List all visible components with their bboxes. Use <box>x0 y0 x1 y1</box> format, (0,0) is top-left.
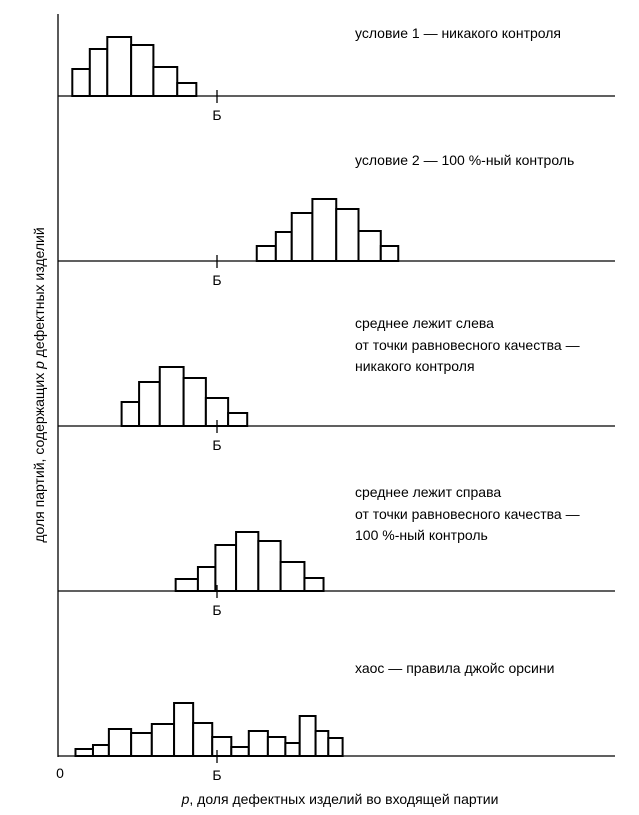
histogram-bar <box>158 366 185 427</box>
panel-title: от точки равновесного качества — <box>355 506 580 522</box>
histogram-bar <box>173 702 195 757</box>
histogram-bar <box>152 66 179 97</box>
histogram-bar <box>227 412 249 427</box>
histogram-bar <box>214 544 238 592</box>
histogram-bar <box>106 36 133 97</box>
histogram-bar <box>247 730 269 757</box>
breakeven-label: Б <box>212 602 221 618</box>
histogram-bar <box>379 245 400 262</box>
histogram-bar <box>335 208 360 262</box>
histogram-bar <box>284 742 301 757</box>
histogram-bar <box>298 715 317 757</box>
histogram-bar <box>196 566 217 592</box>
panel-title: хаос — правила джойс орсини <box>355 660 554 676</box>
histogram-bar <box>130 44 155 97</box>
histogram-bar <box>290 212 314 262</box>
histogram-bar <box>311 198 338 262</box>
panel-title: условие 1 — никакого контроля <box>355 25 561 41</box>
breakeven-label: Б <box>212 437 221 453</box>
histogram-bar <box>279 561 306 592</box>
histogram-bar <box>314 730 330 757</box>
panel-title: 100 %-ный контроль <box>355 527 488 543</box>
histogram-bar <box>266 736 287 757</box>
histogram-bar <box>255 245 277 262</box>
breakeven-label: Б <box>212 767 221 783</box>
panel-title: среднее лежит слева <box>355 315 494 331</box>
histogram-bar <box>138 381 161 427</box>
histogram-bar <box>107 728 133 757</box>
histogram-bar <box>120 401 141 427</box>
y-axis-label: доля партий, содержащих p дефектных изде… <box>31 227 47 542</box>
histogram-bar <box>257 540 282 592</box>
histogram-bar <box>174 578 199 592</box>
histogram-bar <box>235 531 260 592</box>
histogram-bar <box>130 732 153 757</box>
histogram-bar <box>74 748 94 757</box>
histogram-bar <box>327 737 344 757</box>
histogram-bar <box>303 577 325 592</box>
panel-title: от точки равновесного качества — <box>355 337 580 353</box>
x-tick-zero: 0 <box>56 765 64 781</box>
histogram-bar <box>192 722 214 757</box>
breakeven-label: Б <box>212 272 221 288</box>
panel-title: среднее лежит справа <box>355 484 501 500</box>
histogram-bar <box>230 746 250 757</box>
breakeven-label: Б <box>212 107 221 123</box>
histogram-bar <box>274 231 293 262</box>
x-axis-label: p, доля дефектных изделий во входящей па… <box>181 791 499 807</box>
histogram-bar <box>91 744 110 757</box>
histogram-bar <box>176 82 198 97</box>
histogram-bar <box>71 68 91 97</box>
histogram-bar <box>88 48 109 97</box>
panel-title: никакого контроля <box>355 358 475 374</box>
histogram-bar <box>150 723 176 757</box>
histogram-bar <box>211 736 233 757</box>
histogram-bar <box>182 377 207 427</box>
panel-title: условие 2 — 100 %-ный контроль <box>355 152 574 168</box>
histogram-bar <box>357 230 382 262</box>
